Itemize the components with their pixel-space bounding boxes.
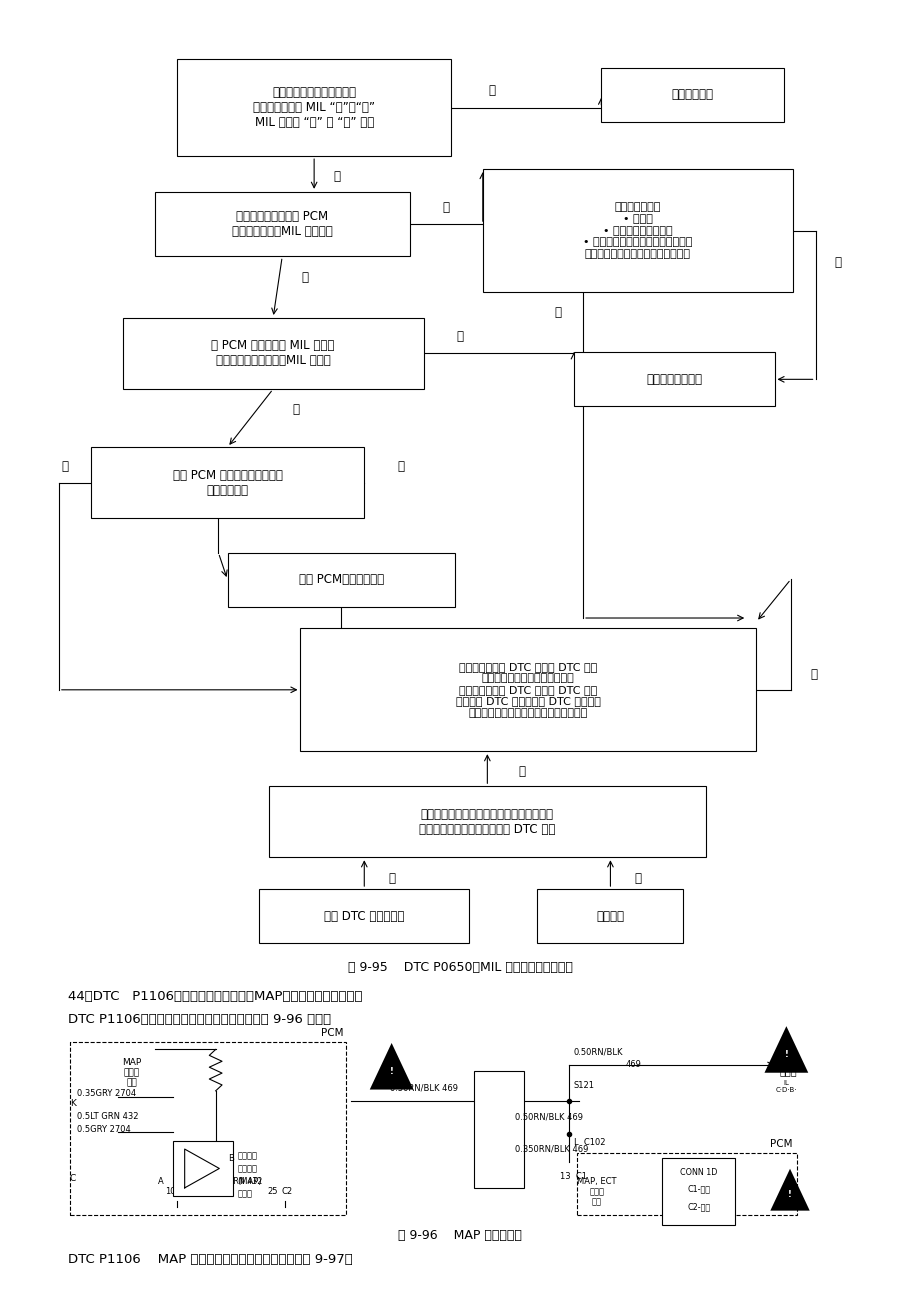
Text: 13  C1: 13 C1 bbox=[560, 1172, 586, 1181]
Text: CONN 1D: CONN 1D bbox=[679, 1168, 717, 1177]
FancyBboxPatch shape bbox=[122, 318, 423, 389]
Text: 进行辅助诊断: 进行辅助诊断 bbox=[671, 89, 713, 102]
Text: !: ! bbox=[788, 1190, 791, 1199]
Text: C2: C2 bbox=[281, 1187, 292, 1197]
Text: 25: 25 bbox=[267, 1187, 278, 1197]
Text: 是: 是 bbox=[388, 871, 394, 884]
Text: S121: S121 bbox=[573, 1081, 595, 1090]
Text: MAP, ECT
传感器
接地: MAP, ECT 传感器 接地 bbox=[576, 1177, 616, 1207]
FancyBboxPatch shape bbox=[473, 1072, 523, 1187]
Text: B: B bbox=[228, 1154, 233, 1163]
FancyBboxPatch shape bbox=[482, 169, 792, 292]
Text: PCM: PCM bbox=[321, 1027, 343, 1038]
FancyBboxPatch shape bbox=[537, 889, 683, 944]
Text: 469: 469 bbox=[625, 1060, 641, 1069]
Text: 0.50RN/BLK: 0.50RN/BLK bbox=[573, 1048, 623, 1056]
Text: 系统正常: 系统正常 bbox=[596, 910, 624, 923]
Polygon shape bbox=[369, 1043, 413, 1090]
Text: 44．DTC   P1106一进气歧管绝对压力（MAP）传感器线路间歇高压: 44．DTC P1106一进气歧管绝对压力（MAP）传感器线路间歇高压 bbox=[68, 990, 362, 1003]
Text: C1-蓝色: C1-蓝色 bbox=[686, 1185, 709, 1194]
Text: C2-透明: C2-透明 bbox=[686, 1203, 709, 1212]
Text: ECT
传感器: ECT 传感器 bbox=[778, 1055, 797, 1075]
Text: !: ! bbox=[390, 1066, 393, 1075]
Text: 传感器: 传感器 bbox=[237, 1190, 252, 1199]
Text: 0.350RN/BLK 469: 0.350RN/BLK 469 bbox=[514, 1144, 587, 1154]
Text: 利用 DTC 表进行诊断: 利用 DTC 表进行诊断 bbox=[323, 910, 404, 923]
Text: 0.50RN/BLK 469: 0.50RN/BLK 469 bbox=[389, 1083, 457, 1092]
FancyBboxPatch shape bbox=[576, 1154, 797, 1215]
Text: L  C102: L C102 bbox=[573, 1138, 605, 1147]
Text: 0.35GRY 2704: 0.35GRY 2704 bbox=[77, 1088, 136, 1098]
FancyBboxPatch shape bbox=[662, 1157, 734, 1225]
Text: 否: 否 bbox=[442, 201, 449, 214]
Text: A: A bbox=[157, 1177, 164, 1186]
Text: 是: 是 bbox=[292, 404, 299, 417]
Text: 否: 否 bbox=[488, 85, 494, 98]
Text: C1: C1 bbox=[179, 1187, 190, 1197]
Text: 图 9-96    MAP 传感器线路: 图 9-96 MAP 传感器线路 bbox=[398, 1229, 521, 1242]
Text: 是: 是 bbox=[62, 460, 69, 473]
FancyBboxPatch shape bbox=[227, 552, 455, 607]
Text: DTC P1106一进气歧管绝对压力传感器线路如图 9-96 所示。: DTC P1106一进气歧管绝对压力传感器线路如图 9-96 所示。 bbox=[68, 1013, 331, 1026]
FancyBboxPatch shape bbox=[177, 59, 450, 156]
Text: 否: 否 bbox=[633, 871, 641, 884]
Text: (MAP): (MAP) bbox=[237, 1177, 261, 1186]
Text: 0.50RN/BLK 469: 0.50RN/BLK 469 bbox=[514, 1112, 582, 1121]
FancyBboxPatch shape bbox=[301, 629, 755, 751]
Text: 关闭点火开关，断开 PCM
打开点火开关，MIL 灯灭吗？: 关闭点火开关，断开 PCM 打开点火开关，MIL 灯灭吗？ bbox=[232, 210, 333, 238]
Text: 图 9-95    DTC P0650－MIL 控制线路诊断流程图: 图 9-95 DTC P0650－MIL 控制线路诊断流程图 bbox=[347, 961, 572, 974]
Text: 否: 否 bbox=[456, 331, 463, 344]
Text: 更换 PCM，并重新编程: 更换 PCM，并重新编程 bbox=[299, 573, 383, 586]
Text: 0.35LT GRN 432: 0.35LT GRN 432 bbox=[199, 1177, 262, 1186]
FancyBboxPatch shape bbox=[173, 1142, 233, 1195]
Text: 检查下列情况：
• 灯损坏
• 灯的点火供电端开路
• 控制线路开路或对蓄电池正极短路
有上述问题要修理。完成修理了吗？: 检查下列情况： • 灯损坏 • 灯的点火供电端开路 • 控制线路开路或对蓄电池正… bbox=[583, 202, 692, 259]
FancyBboxPatch shape bbox=[601, 68, 783, 122]
Text: 是: 是 bbox=[553, 306, 561, 319]
Text: 是: 是 bbox=[518, 766, 525, 779]
Text: MAP
传感器
信号: MAP 传感器 信号 bbox=[122, 1057, 142, 1087]
FancyBboxPatch shape bbox=[91, 448, 364, 518]
FancyBboxPatch shape bbox=[573, 352, 774, 406]
Text: 测试 PCM 处的连接，发现问题
并矫正了吗？: 测试 PCM 处的连接，发现问题 并矫正了吗？ bbox=[173, 469, 282, 497]
FancyBboxPatch shape bbox=[154, 191, 409, 256]
FancyBboxPatch shape bbox=[259, 889, 469, 944]
Text: PCM: PCM bbox=[769, 1139, 792, 1150]
Text: C: C bbox=[70, 1174, 76, 1184]
Text: 0.5GRY 2704: 0.5GRY 2704 bbox=[77, 1125, 130, 1134]
Text: 打开点火开关，发动机不转
用扫描工具命令 MIL “开”和“关”
MIL 按命令 “开” 和 “关” 吗？: 打开点火开关，发动机不转 用扫描工具命令 MIL “开”和“关” MIL 按命令… bbox=[253, 86, 375, 129]
Text: 用扫描工具选择 DTC 和清除 DTC 选项
在发动机正常工作温度怠速运转
用扫描工具选择 DTC 和典型 DTC 选项
然后进入 DTC 数，在设定 DTC : 用扫描工具选择 DTC 和清除 DTC 选项 在发动机正常工作温度怠速运转 用扫… bbox=[456, 661, 600, 717]
Text: K: K bbox=[70, 1099, 75, 1108]
Text: 进行故障系统检查: 进行故障系统检查 bbox=[645, 372, 701, 385]
Text: 在 PCM 线束接头的 MIL 控制线
路对地跨接一保险丝。MIL 亮吗？: 在 PCM 线束接头的 MIL 控制线 路对地跨接一保险丝。MIL 亮吗？ bbox=[211, 340, 335, 367]
Polygon shape bbox=[769, 1169, 809, 1211]
Text: !: ! bbox=[784, 1051, 788, 1059]
FancyBboxPatch shape bbox=[70, 1042, 346, 1215]
Text: 0.5LT GRN 432: 0.5LT GRN 432 bbox=[77, 1112, 139, 1121]
Text: DTC P1106    MAP 传感器线路间歇高压诊断流程见图 9-97。: DTC P1106 MAP 传感器线路间歇高压诊断流程见图 9-97。 bbox=[68, 1253, 352, 1266]
Polygon shape bbox=[764, 1026, 808, 1073]
Text: 绝对压力: 绝对压力 bbox=[237, 1164, 256, 1173]
Text: 否: 否 bbox=[810, 668, 816, 681]
Text: 10: 10 bbox=[165, 1187, 176, 1197]
FancyBboxPatch shape bbox=[268, 786, 706, 857]
Text: 是: 是 bbox=[333, 171, 340, 184]
Text: 否: 否 bbox=[834, 256, 841, 270]
Text: 用扫描工具选择特征信息和可回顾信息选项
扫描工具显示任何没有诊断的 DTC 吗？: 用扫描工具选择特征信息和可回顾信息选项 扫描工具显示任何没有诊断的 DTC 吗？ bbox=[419, 807, 555, 836]
Text: 进气歧管: 进气歧管 bbox=[237, 1151, 256, 1160]
Text: IL
C·D·B·: IL C·D·B· bbox=[775, 1081, 796, 1094]
Text: 否: 否 bbox=[397, 460, 403, 473]
Text: 是: 是 bbox=[301, 271, 308, 284]
